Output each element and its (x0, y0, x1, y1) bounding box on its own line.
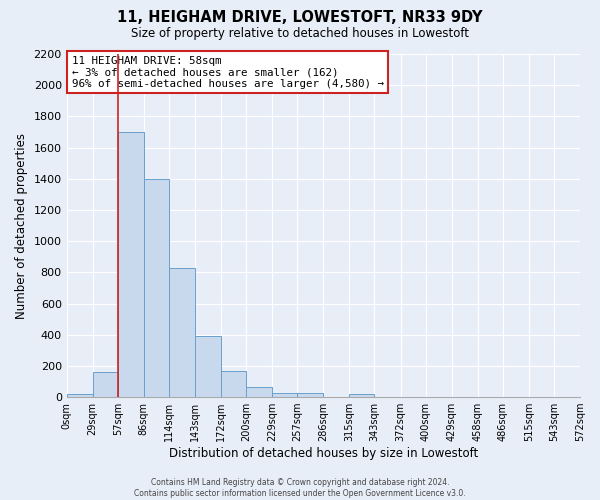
Bar (169, 268, 195, 397)
Bar (92, 372, 118, 397)
Text: Contains HM Land Registry data © Crown copyright and database right 2024.
Contai: Contains HM Land Registry data © Crown c… (134, 478, 466, 498)
Bar (221, 370, 246, 397)
Text: Size of property relative to detached houses in Lowestoft: Size of property relative to detached ho… (131, 28, 469, 40)
Text: 11, HEIGHAM DRIVE, LOWESTOFT, NR33 9DY: 11, HEIGHAM DRIVE, LOWESTOFT, NR33 9DY (117, 10, 483, 25)
Bar (298, 393, 323, 397)
Bar (144, 179, 169, 397)
Bar (272, 393, 298, 397)
Bar (246, 387, 272, 397)
Text: 11 HEIGHAM DRIVE: 58sqm
← 3% of detached houses are smaller (162)
96% of semi-de: 11 HEIGHAM DRIVE: 58sqm ← 3% of detached… (72, 56, 384, 89)
Bar (349, 394, 374, 397)
Bar (118, 132, 144, 397)
Y-axis label: Number of detached properties: Number of detached properties (15, 132, 28, 318)
X-axis label: Distribution of detached houses by size in Lowestoft: Distribution of detached houses by size … (169, 447, 478, 460)
Bar (195, 336, 221, 397)
Bar (67, 394, 92, 397)
